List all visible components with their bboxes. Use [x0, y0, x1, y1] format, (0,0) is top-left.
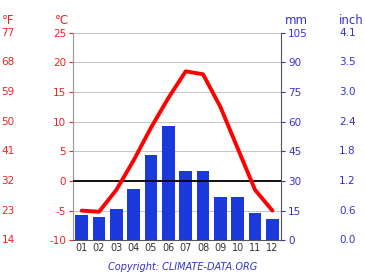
Text: mm: mm — [285, 14, 308, 26]
Text: 68: 68 — [1, 57, 15, 67]
Text: °C: °C — [55, 14, 69, 26]
Text: inch: inch — [339, 14, 364, 26]
Bar — [231, 197, 244, 240]
Bar — [127, 189, 140, 240]
Text: 50: 50 — [1, 117, 15, 127]
Text: 32: 32 — [1, 176, 15, 186]
Text: 23: 23 — [1, 206, 15, 216]
Text: 0.0: 0.0 — [339, 235, 356, 245]
Text: 1.8: 1.8 — [339, 146, 356, 156]
Bar — [145, 155, 157, 240]
Text: 4.1: 4.1 — [339, 28, 356, 38]
Bar — [93, 216, 105, 240]
Bar — [214, 197, 227, 240]
Bar — [266, 218, 278, 240]
Bar — [76, 215, 88, 240]
Text: 1.2: 1.2 — [339, 176, 356, 186]
Text: 59: 59 — [1, 87, 15, 97]
Text: 41: 41 — [1, 146, 15, 156]
Text: 2.4: 2.4 — [339, 117, 356, 127]
Text: 14: 14 — [1, 235, 15, 245]
Bar — [180, 171, 192, 240]
Bar — [110, 209, 123, 240]
Text: 77: 77 — [1, 28, 15, 38]
Bar — [197, 171, 209, 240]
Text: 3.5: 3.5 — [339, 57, 356, 67]
Text: 0.6: 0.6 — [339, 206, 356, 216]
Bar — [249, 213, 261, 240]
Text: 3.0: 3.0 — [339, 87, 356, 97]
Text: Copyright: CLIMATE-DATA.ORG: Copyright: CLIMATE-DATA.ORG — [108, 262, 257, 272]
Bar — [162, 126, 174, 240]
Text: °F: °F — [2, 14, 15, 26]
